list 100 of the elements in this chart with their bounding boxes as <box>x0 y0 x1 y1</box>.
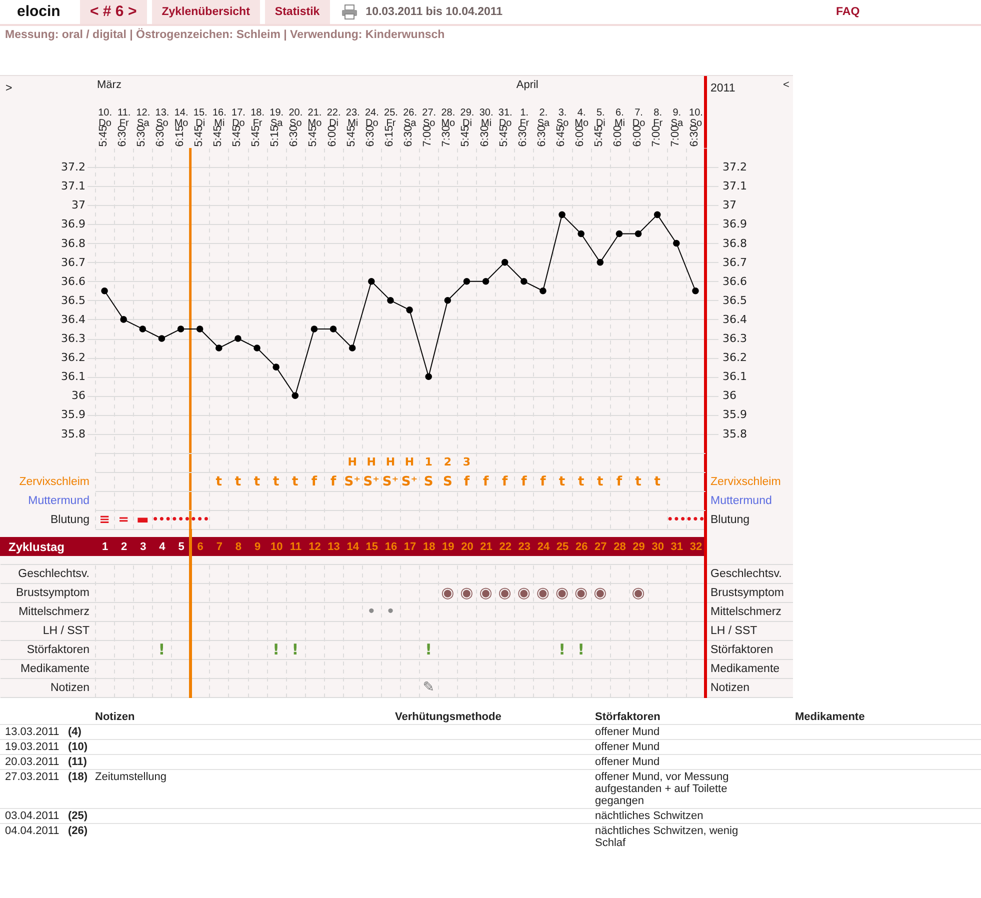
text: 5:45 <box>307 125 320 147</box>
text: ! <box>558 640 566 658</box>
text: 6:30 <box>478 125 491 147</box>
text: < # 6 > <box>80 0 147 24</box>
text: H <box>348 456 357 468</box>
text: März <box>97 79 122 91</box>
text: (25) <box>68 810 88 822</box>
y-tick-label: 36.8 <box>61 236 86 250</box>
text: 5:30 <box>136 125 148 147</box>
y2-tick-label: 36.1 <box>722 370 747 384</box>
text: 5:45 <box>250 125 262 147</box>
text: 5:45 <box>498 125 510 147</box>
text: ••• <box>686 514 706 526</box>
y2-tick-label: 35.8 <box>722 427 747 440</box>
text: S <box>442 474 452 490</box>
text: 2 <box>444 456 452 468</box>
x-tick-label: 25 <box>556 541 569 553</box>
text: 6:30 <box>116 125 129 147</box>
text: f <box>521 474 527 490</box>
text: t <box>292 474 298 490</box>
y-tick-label: 37.1 <box>61 180 86 193</box>
category-label: Medikamente <box>20 663 90 675</box>
text: 7:30 <box>440 125 453 147</box>
text: 13.03.2011 <box>5 726 60 738</box>
text: 6:45 <box>555 125 568 147</box>
category-label: Notizen <box>50 682 90 694</box>
x-tick-label: 17 <box>404 541 416 553</box>
category-label: Notizen <box>710 682 750 694</box>
text: ! <box>292 640 299 658</box>
text: (11) <box>68 756 87 768</box>
category-label: Muttermund <box>28 495 90 507</box>
y-tick-label: 35.9 <box>61 408 86 422</box>
text: t <box>558 474 566 490</box>
y-tick-label: 36 <box>72 389 86 402</box>
x-tick-label: 5 <box>178 541 184 553</box>
category-label: LH / SST <box>710 625 758 637</box>
category-label: Muttermund <box>710 495 772 507</box>
text: April <box>516 79 538 91</box>
x-tick-label: 14 <box>346 541 360 553</box>
text: 6:15 <box>383 125 396 147</box>
text: 6:00 <box>326 125 338 147</box>
y2-tick-label: 36.6 <box>722 274 747 288</box>
text: ••• <box>666 514 686 526</box>
category-label: Mittelschmerz <box>18 606 90 618</box>
x-tick-label: 27 <box>594 541 607 553</box>
text: 19.03.2011 <box>5 741 60 753</box>
text: 03.04.2011 <box>5 810 60 822</box>
text: ! <box>425 640 432 658</box>
text: ◉ <box>441 584 454 602</box>
text: S⁺ <box>344 474 360 490</box>
y2-tick-label: 35.9 <box>722 408 747 422</box>
text: ◉ <box>460 584 474 602</box>
text: t <box>254 474 260 490</box>
x-tick-label: 1 <box>102 541 108 553</box>
category-label: Geschlechtsv. <box>710 568 782 580</box>
x-tick-label: 8 <box>235 541 242 553</box>
text: 6:15 <box>174 125 186 147</box>
y2-tick-label: 37.1 <box>722 180 747 193</box>
x-tick-label: 21 <box>480 541 492 553</box>
text: ◉ <box>574 584 588 602</box>
category-label: Mittelschmerz <box>710 606 782 618</box>
category-label: > <box>6 82 12 94</box>
text: 6:30 <box>688 125 700 147</box>
text: 5:15 <box>269 125 282 147</box>
x-tick-label: 30 <box>652 541 664 553</box>
text: ! <box>578 640 585 658</box>
text: ◉ <box>594 584 607 602</box>
category-label: Geschlechtsv. <box>18 568 90 580</box>
text: nächtliches Schwitzen, wenig Schlaf <box>595 825 738 849</box>
text: 6:30 <box>364 125 376 147</box>
text: t <box>234 474 242 490</box>
x-tick-label: 20 <box>461 541 474 553</box>
y-tick-label: 37.2 <box>61 160 86 174</box>
text: offener Mund <box>595 741 660 753</box>
y2-tick-label: 36.3 <box>722 332 747 345</box>
text: 7:00 <box>650 125 662 147</box>
text: ◉ <box>536 584 550 602</box>
y-tick-label: 37 <box>72 198 86 212</box>
text: 20.03.2011 <box>5 756 60 768</box>
text: S⁺ <box>401 474 418 490</box>
text: nächtliches Schwitzen <box>595 810 704 822</box>
category-label: Zervixschleim <box>710 476 781 488</box>
text: ✎ <box>422 680 434 696</box>
y-tick-label: 35.8 <box>61 427 86 440</box>
text: t <box>635 474 642 490</box>
text: 1 <box>424 456 432 468</box>
text: Zeitumstellung <box>95 771 167 783</box>
text: S⁺ <box>382 474 399 490</box>
x-tick-label: 31 <box>670 541 684 553</box>
x-tick-label: 4 <box>159 541 166 553</box>
text: < <box>783 79 790 91</box>
y-tick-label: 36.1 <box>61 370 86 384</box>
y2-tick-label: 37.2 <box>722 160 747 174</box>
text: f <box>482 474 489 490</box>
x-tick-label: 7 <box>216 541 222 553</box>
text: 6:30 <box>154 125 167 147</box>
text: 6:00 <box>631 125 644 147</box>
text: • <box>386 604 395 620</box>
y2-tick-label: 36.8 <box>722 236 747 250</box>
text: t <box>578 474 584 490</box>
